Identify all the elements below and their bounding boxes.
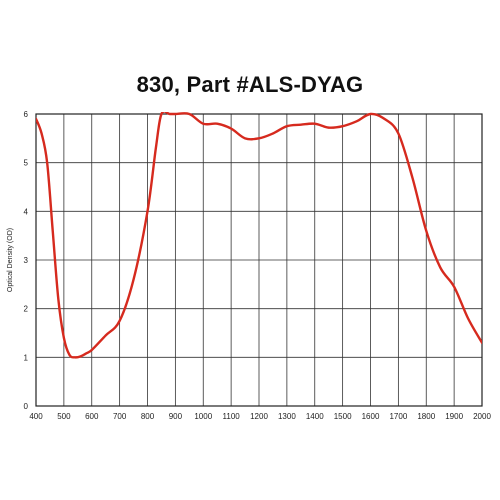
- x-tick-label: 1700: [389, 412, 407, 421]
- y-tick-label: 0: [24, 402, 29, 411]
- x-tick-label: 1100: [223, 412, 241, 421]
- y-tick-label: 5: [24, 159, 29, 168]
- x-tick-label: 600: [85, 412, 99, 421]
- x-tick-label: 700: [113, 412, 127, 421]
- y-tick-label: 4: [24, 207, 29, 216]
- y-tick-label: 3: [24, 256, 29, 265]
- x-tick-label: 1800: [417, 412, 435, 421]
- x-tick-label: 1400: [306, 412, 324, 421]
- x-tick-label: 1500: [334, 412, 352, 421]
- y-tick-label: 6: [24, 110, 29, 119]
- x-tick-label: 1300: [278, 412, 296, 421]
- x-tick-label: 800: [141, 412, 155, 421]
- x-tick-label: 400: [29, 412, 43, 421]
- y-axis-title: Optical Density (OD): [7, 228, 14, 292]
- x-tick-label: 1900: [445, 412, 463, 421]
- chart-title: 830, Part #ALS-DYAG: [136, 72, 364, 97]
- x-tick-label: 900: [169, 412, 183, 421]
- x-tick-label: 500: [57, 412, 71, 421]
- y-tick-label: 2: [24, 305, 29, 314]
- series-line-0: [36, 112, 482, 359]
- x-tick-label: 1000: [194, 412, 212, 421]
- y-tick-label: 1: [24, 353, 29, 362]
- x-tick-label: 1200: [250, 412, 268, 421]
- x-tick-label: 1600: [362, 412, 380, 421]
- x-tick-label: 2000: [473, 412, 491, 421]
- plot-frame: [35, 113, 483, 407]
